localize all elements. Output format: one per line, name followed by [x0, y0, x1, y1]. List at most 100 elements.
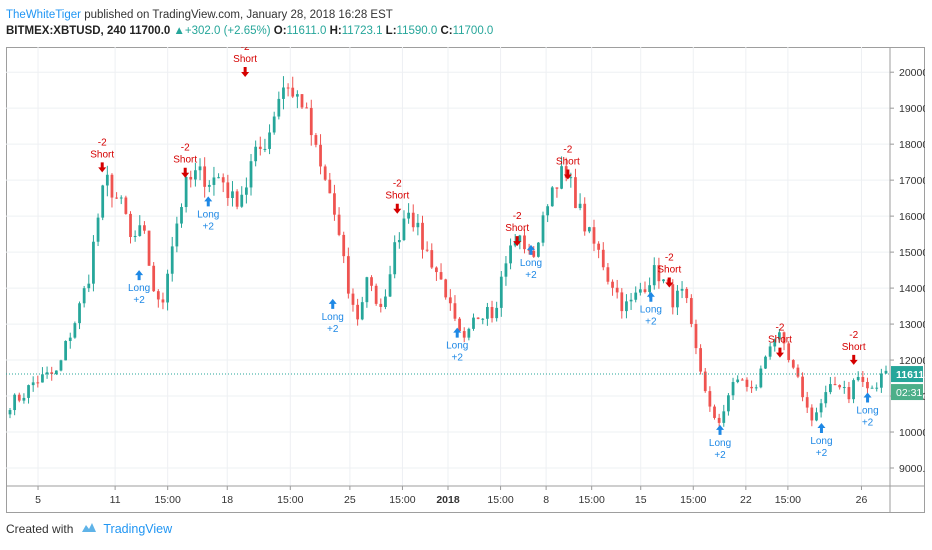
- candle-body: [745, 379, 749, 387]
- candle-body: [268, 132, 271, 149]
- candle-body: [207, 184, 211, 187]
- candle-body: [472, 317, 475, 329]
- candle-body: [407, 212, 410, 219]
- candle-body: [87, 283, 91, 289]
- short-arrow-icon: [181, 167, 190, 178]
- candle-body: [555, 187, 559, 189]
- candle-body: [379, 303, 383, 307]
- candle-body: [346, 256, 350, 294]
- tradingview-link[interactable]: TradingView: [103, 522, 173, 536]
- candle-body: [115, 197, 118, 199]
- candle-body: [258, 146, 262, 149]
- long-signal-value: +2: [645, 317, 657, 328]
- candle-body: [717, 417, 721, 423]
- candle-body: [486, 307, 489, 319]
- open-value: 11611.0: [286, 25, 327, 37]
- candle-body: [189, 176, 193, 180]
- candle-body: [314, 135, 318, 145]
- candle-body: [680, 288, 684, 291]
- long-arrow-icon: [716, 424, 725, 435]
- candle-body: [96, 217, 100, 242]
- candle-body: [402, 218, 406, 240]
- short-signal-label: Short: [173, 155, 197, 166]
- candle-body: [699, 348, 702, 372]
- long-arrow-icon: [453, 327, 462, 338]
- candle-body: [143, 225, 146, 231]
- candle-body: [458, 318, 461, 332]
- candle-body: [453, 303, 457, 319]
- x-tick-label: 5: [35, 494, 41, 506]
- high-value: 11723.1: [341, 25, 383, 37]
- candle-body: [833, 384, 837, 386]
- candle-body: [152, 265, 156, 292]
- candle-body: [448, 297, 452, 304]
- price-change: +302.0 (+2.65%): [184, 25, 271, 37]
- short-signal-value: -2: [181, 143, 190, 154]
- price-chart[interactable]: 20000.0 19000.0 18000.0 17000.0 16000.0 15000…: [6, 47, 925, 513]
- short-signal-value: -2: [849, 330, 858, 341]
- chart-pane[interactable]: [6, 47, 925, 513]
- long-arrow-icon: [204, 196, 213, 207]
- candle-body: [138, 225, 142, 236]
- long-signal-label: Long: [197, 209, 219, 220]
- long-arrow-icon: [135, 270, 144, 281]
- candle-body: [546, 206, 550, 216]
- candle-body: [828, 384, 832, 393]
- candle-body: [110, 174, 114, 198]
- candle-body: [527, 249, 531, 251]
- candle-body: [564, 166, 568, 178]
- created-with-text: Created with: [6, 522, 74, 536]
- candle-body: [129, 213, 132, 238]
- long-signal-label: Long: [640, 305, 662, 316]
- candle-body: [411, 212, 415, 228]
- author-link[interactable]: TheWhiteTiger: [6, 9, 81, 21]
- long-signal-label: Long: [446, 341, 468, 352]
- candle-body: [8, 410, 12, 415]
- candle-body: [119, 197, 123, 199]
- candle-body: [184, 176, 188, 208]
- y-tick-label: 13000.0: [899, 319, 925, 331]
- candle-body: [309, 107, 313, 136]
- long-signal-value: +2: [862, 417, 874, 428]
- short-arrow-icon: [775, 347, 784, 358]
- candle-body: [17, 394, 21, 401]
- candle-body: [203, 166, 207, 187]
- countdown-badge: [891, 384, 923, 401]
- short-signal-label: Short: [556, 157, 580, 168]
- x-tick-label: 26: [856, 494, 868, 506]
- candle-body: [629, 299, 633, 302]
- candle-body: [592, 227, 596, 244]
- current-price-label: 11611.0: [896, 369, 925, 381]
- candle-body: [124, 197, 128, 214]
- candle-body: [82, 288, 86, 304]
- candle-body: [319, 144, 322, 167]
- candle-body: [819, 403, 823, 413]
- last-price: 11700.0: [129, 25, 171, 37]
- short-signal-label: Short: [768, 335, 792, 346]
- long-signal-value: +2: [452, 353, 464, 364]
- short-arrow-icon: [393, 203, 402, 214]
- candle-body: [356, 304, 360, 320]
- candle-body: [333, 193, 336, 215]
- short-signal-value: -2: [241, 47, 250, 53]
- x-tick-label: 15: [635, 494, 647, 506]
- short-signal-label: Short: [385, 191, 409, 202]
- candle-body: [45, 372, 49, 375]
- candle-body: [244, 187, 248, 195]
- candle-body: [861, 376, 865, 382]
- long-signal-value: +2: [714, 450, 726, 461]
- candle-body: [750, 386, 753, 389]
- candle-body: [170, 246, 174, 274]
- y-tick-label: 12000.0: [899, 355, 925, 367]
- short-signal-value: -2: [776, 323, 785, 334]
- candle-body: [759, 368, 763, 388]
- y-tick-label: 9000.0: [899, 463, 925, 475]
- candle-body: [64, 340, 68, 361]
- candle-body: [490, 307, 494, 319]
- candle-body: [295, 94, 299, 97]
- short-arrow-icon: [849, 354, 858, 365]
- tradingview-logo-icon[interactable]: [81, 522, 97, 536]
- candle-body: [852, 380, 855, 400]
- candle-body: [133, 235, 137, 238]
- published-text: published on TradingView.com, January 28…: [81, 9, 393, 21]
